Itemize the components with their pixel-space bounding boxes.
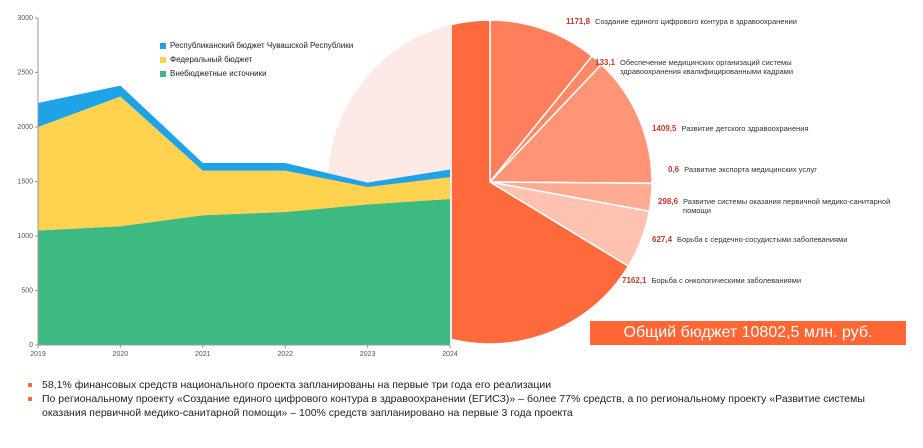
legend-swatch	[160, 57, 166, 63]
pie-value-label: 1171,8	[566, 17, 591, 26]
pie-label: 0,6 Развитие экспорта медицинских услуг	[668, 165, 817, 174]
pie-category-label: Развитие системы оказания первичной меди…	[683, 197, 891, 215]
legend-label: Республиканский бюджет Чувашской Республ…	[170, 41, 353, 50]
area-series	[38, 96, 450, 231]
pie-label: 7162,1 Борьба с онкологическими заболеван…	[622, 276, 801, 285]
x-tick-label: 2019	[30, 351, 46, 358]
legend-swatch	[160, 71, 166, 77]
legend-label: Внебюджетные источники	[170, 69, 267, 78]
x-tick-label: 2024	[442, 351, 458, 358]
pie-label: 133,1 Обеспечение медицинских организаций…	[595, 58, 830, 76]
y-tick-label: 1000	[17, 233, 33, 240]
bullet: По региональному проекту «Создание едино…	[20, 392, 910, 420]
pie-category-label: Обеспечение медицинских организаций сист…	[620, 58, 794, 76]
pie-category-label: Борьба с онкологическими заболеваниями	[651, 276, 802, 285]
y-tick-label: 3000	[17, 15, 33, 22]
legend-swatch	[160, 43, 166, 49]
bullet: 58,1% финансовых средств национального п…	[20, 378, 910, 392]
pie-value-label: 298,6	[658, 197, 679, 206]
pie-slices	[452, 19, 653, 345]
y-tick-label: 2500	[17, 69, 33, 76]
pie-value-label: 7162,1	[622, 276, 647, 285]
y-tick-label: 1500	[17, 178, 33, 185]
pie-category-label: Борьба с сердечно-сосудистыми заболевани…	[677, 235, 848, 244]
pie-label: 1409,5 Развитие детского здравоохранения	[652, 124, 809, 133]
y-tick-label: 2000	[17, 124, 33, 131]
pie-category-label: Развитие экспорта медицинских услуг	[684, 165, 817, 174]
x-tick-label: 2021	[195, 351, 211, 358]
pie-category-label: Создание единого цифрового контура в здр…	[595, 17, 797, 26]
pie-value-label: 0,6	[668, 165, 680, 174]
total-budget: Общий бюджет 10802,5 млн. руб.	[590, 321, 906, 345]
x-tick-label: 2020	[113, 351, 129, 358]
pie-value-label: 627,4	[652, 235, 673, 244]
y-tick-label: 500	[21, 287, 33, 294]
pie-slice	[452, 19, 630, 345]
pie-category-label: Развитие детского здравоохранения	[681, 124, 809, 133]
pie-slice	[488, 63, 653, 185]
pie-value-label: 133,1	[595, 58, 616, 67]
legend-label: Федеральный бюджет	[170, 55, 253, 64]
x-tick-label: 2022	[277, 351, 293, 358]
pie-label: 627,4 Борьба с сердечно-сосудистыми забол…	[652, 235, 847, 244]
bullet-list: 58,1% финансовых средств национального п…	[20, 378, 910, 448]
area-series	[38, 198, 450, 345]
pie-slice	[489, 19, 594, 185]
pie-label: 298,6 Развитие системы оказания первичной…	[658, 197, 893, 215]
x-tick-label: 2023	[360, 351, 376, 358]
area-series	[38, 85, 450, 187]
pie-label: 1171,8 Создание единого цифрового контура…	[566, 17, 797, 26]
y-tick-label: 0	[29, 342, 33, 349]
area-chart: 0 500 1000 1500 2000 2500 3000 2019 2020 2021 2022…	[17, 15, 457, 358]
pie-value-label: 1409,5	[652, 124, 677, 133]
